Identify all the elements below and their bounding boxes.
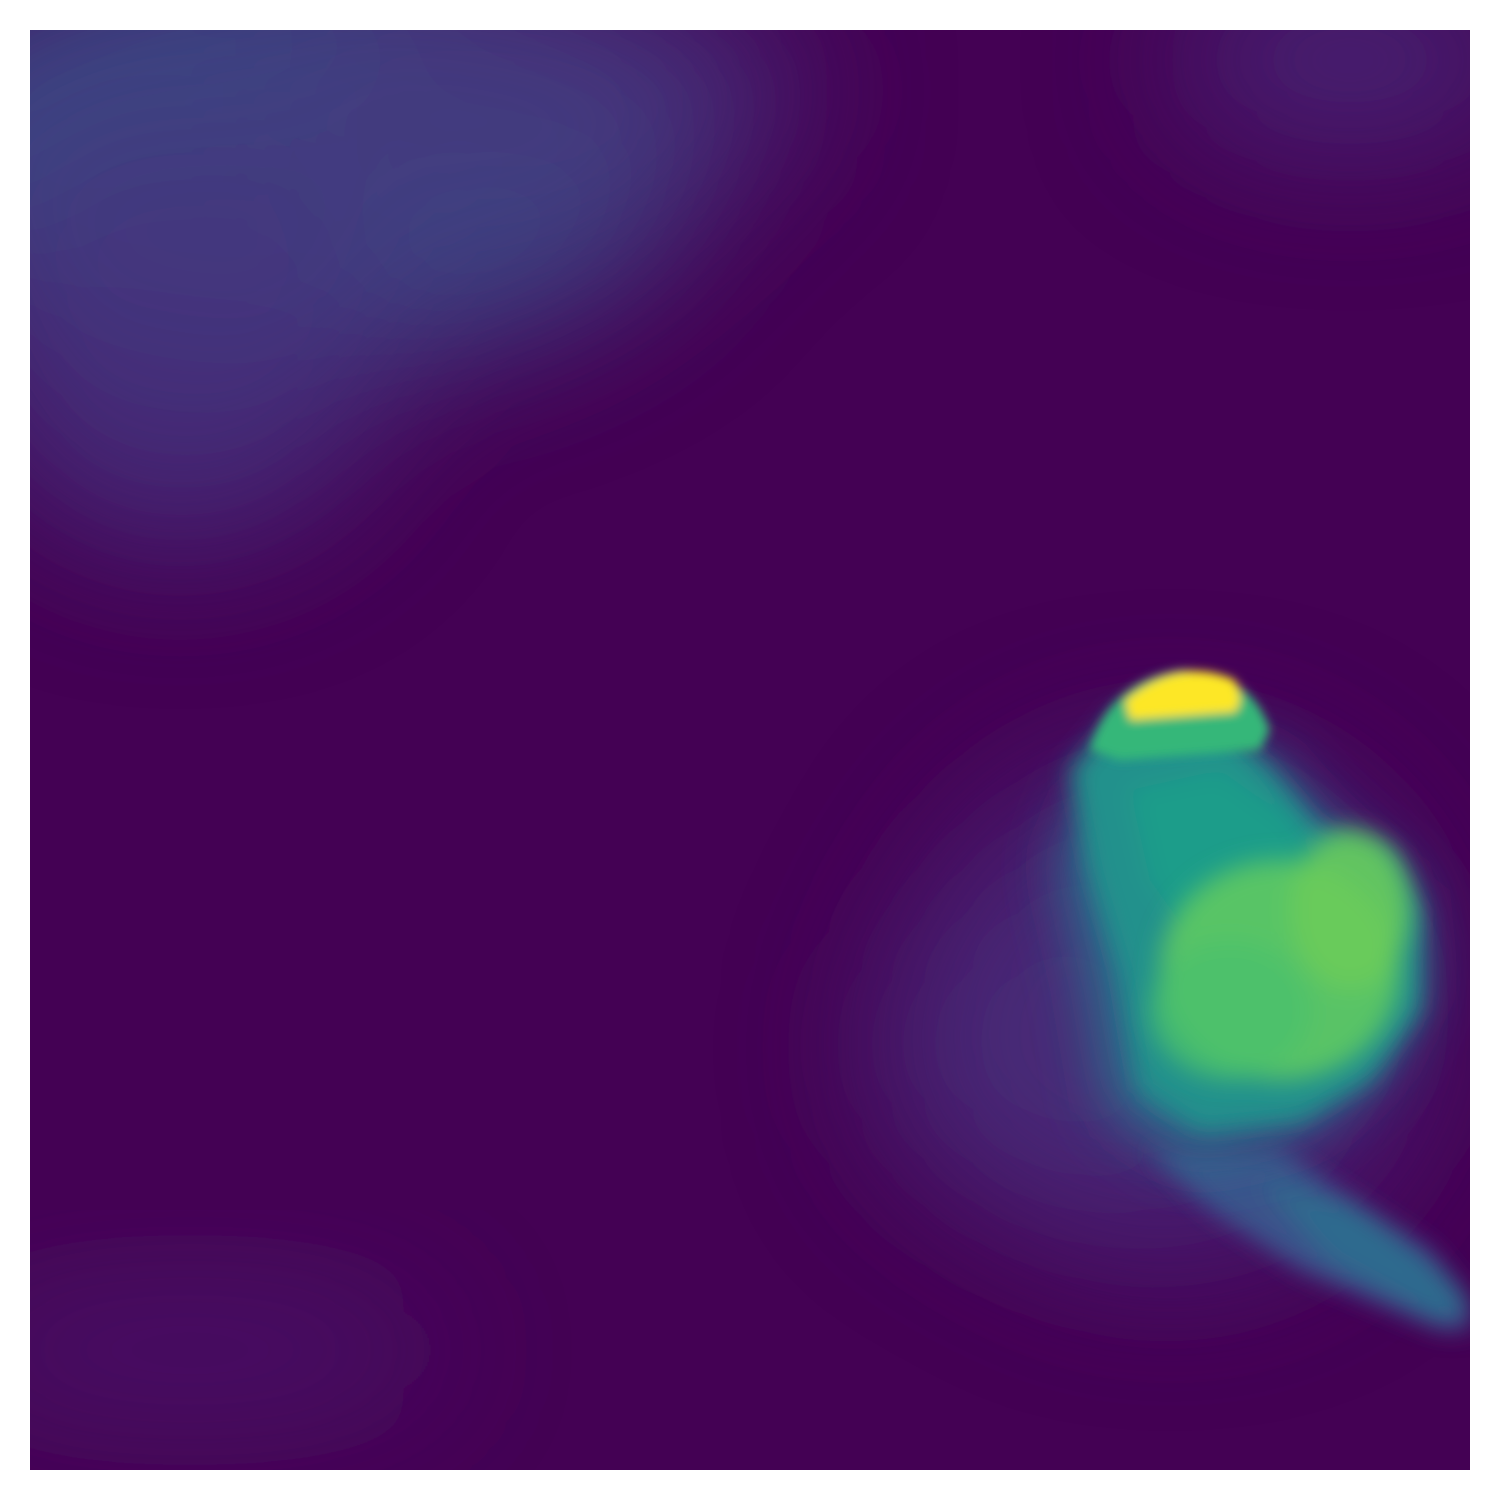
upper-left-glow	[30, 30, 1470, 550]
depth-heatmap	[30, 30, 1470, 1470]
figure-highlight	[1150, 830, 1410, 1080]
bottom-left-band	[30, 1280, 450, 1420]
figure-limb	[1150, 1150, 1470, 1330]
heatmap-frame	[30, 30, 1470, 1470]
figure-head	[1090, 670, 1270, 760]
